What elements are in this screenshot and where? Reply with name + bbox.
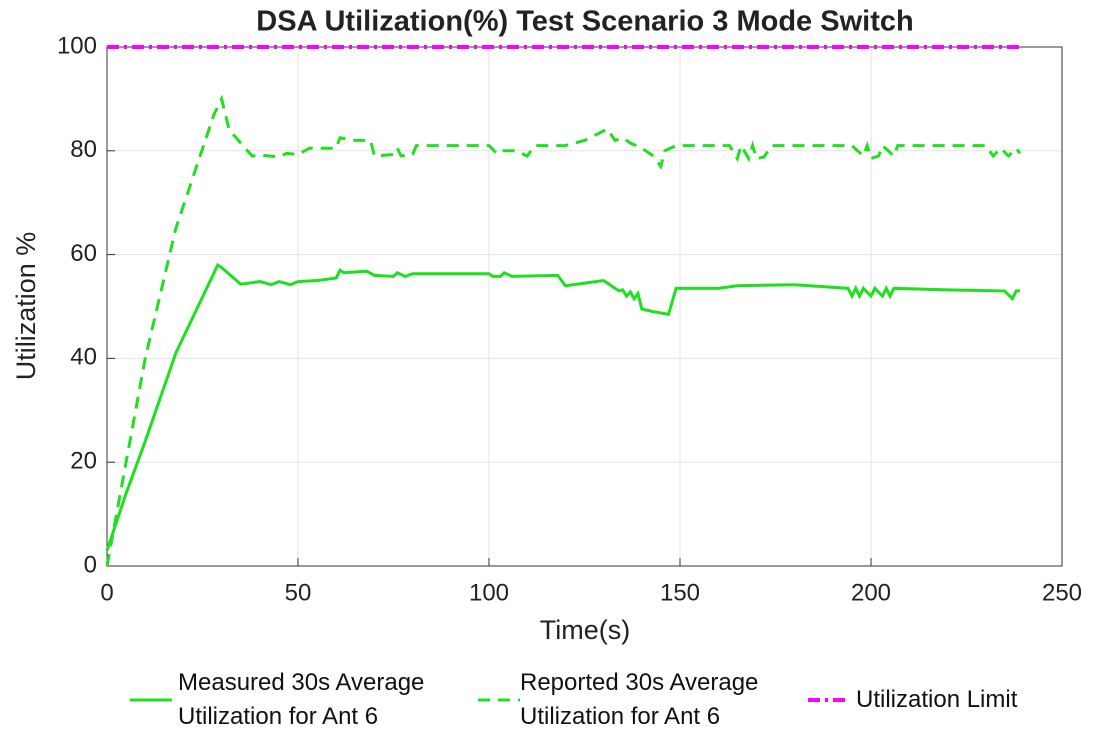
series-line [105,262,1020,551]
legend-label: Reported 30s Average Utilization for Ant… [520,669,759,730]
y-tick-label: 0 [84,551,97,578]
plot-frame [106,46,1063,567]
chart-title: DSA Utilization(%) Test Scenario 3 Mode … [256,6,913,38]
x-tick-label: 100 [469,579,509,606]
legend-label: Utilization Limit [856,686,1018,713]
legend-label: Measured 30s Average Utilization for Ant… [178,669,425,730]
x-tick-label: 150 [660,579,700,606]
x-tick-label: 50 [285,579,312,606]
y-tick-label: 100 [57,32,97,59]
series-line [105,94,1022,567]
x-tick-label: 200 [851,579,891,606]
x-tick-label: 0 [100,579,113,606]
y-tick-label: 60 [70,240,97,267]
y-tick-label: 40 [70,344,97,371]
y-tick-label: 80 [70,136,97,163]
y-axis-label: Utilization % [11,232,41,381]
x-tick-label: 250 [1042,579,1082,606]
x-axis-label: Time(s) [540,615,630,645]
y-tick-label: 20 [70,448,97,475]
